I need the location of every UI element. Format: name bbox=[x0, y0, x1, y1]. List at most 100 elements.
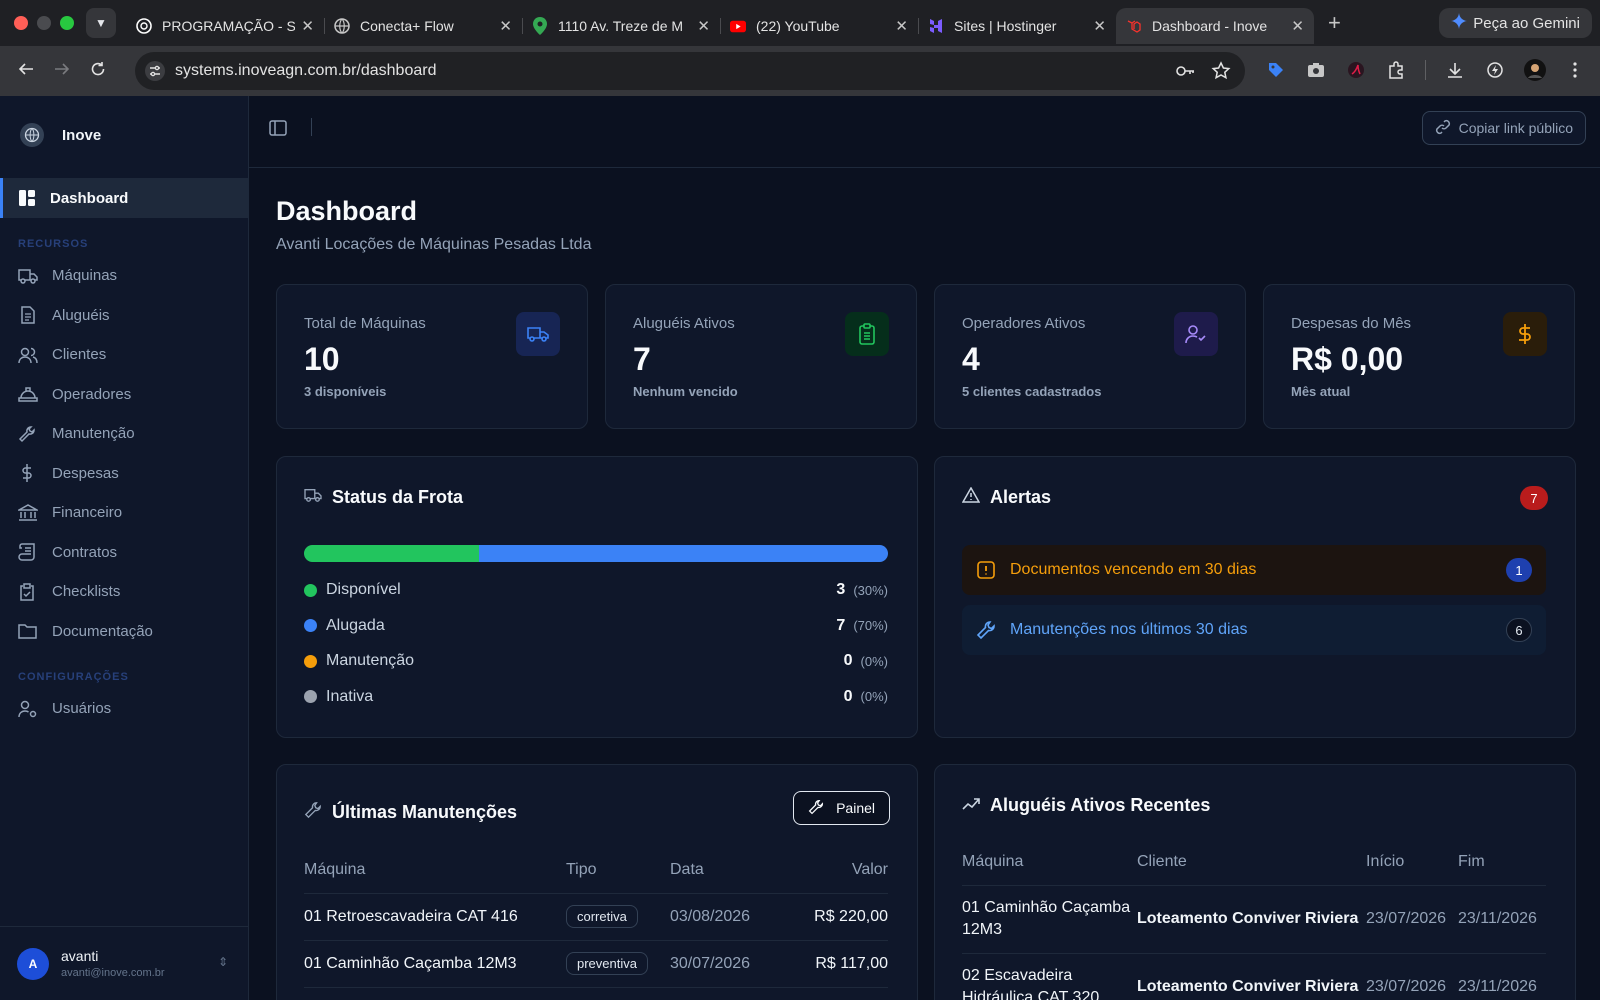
adobe-extension-icon[interactable] bbox=[1345, 59, 1367, 81]
sidebar-item-usuarios[interactable]: Usuários bbox=[0, 689, 248, 729]
tag-extension-icon[interactable] bbox=[1265, 59, 1287, 81]
camera-extension-icon[interactable] bbox=[1305, 59, 1327, 81]
alert-count-badge: 6 bbox=[1506, 618, 1532, 642]
close-tab-icon[interactable]: ✕ bbox=[1093, 18, 1106, 35]
status-dot-icon bbox=[304, 690, 317, 703]
close-window-button[interactable] bbox=[14, 16, 28, 30]
alerts-title: Alertas bbox=[990, 487, 1052, 507]
page-subtitle: Avanti Locações de Máquinas Pesadas Ltda bbox=[276, 236, 592, 253]
chevron-down-icon: ▼ bbox=[95, 16, 107, 30]
sidebar-item-despesas[interactable]: Despesas bbox=[0, 454, 248, 494]
fleet-legend-row: Inativa 0 (0%) bbox=[304, 685, 888, 709]
stat-card-rentals: Aluguéis Ativos 7 Nenhum vencido bbox=[605, 284, 917, 429]
chatgpt-icon bbox=[136, 18, 152, 34]
laravel-icon bbox=[1126, 18, 1142, 34]
sidebar-item-financeiro[interactable]: Financeiro bbox=[0, 493, 248, 533]
hostinger-icon bbox=[928, 18, 944, 34]
sidebar-item-contratos[interactable]: Contratos bbox=[0, 533, 248, 573]
alert-recent-maintenance[interactable]: Manutenções nos últimos 30 dias 6 bbox=[962, 605, 1546, 655]
maximize-window-button[interactable] bbox=[60, 16, 74, 30]
window-controls bbox=[14, 16, 74, 30]
key-icon[interactable] bbox=[1175, 61, 1195, 86]
status-dot-icon bbox=[304, 583, 317, 597]
tab-search-button[interactable]: ▼ bbox=[86, 8, 116, 38]
sidebar-item-label: Dashboard bbox=[50, 189, 129, 207]
globe-logo-icon bbox=[20, 123, 44, 147]
sidebar: Inove Dashboard RECURSOS Máquinas Alugué… bbox=[0, 96, 249, 1000]
profile-avatar-icon[interactable] bbox=[1524, 59, 1546, 81]
fleet-legend-row: Manutenção 0 (0%) bbox=[304, 649, 888, 673]
status-dot-icon bbox=[304, 619, 317, 632]
recent-rentals-title: Aluguéis Ativos Recentes bbox=[990, 795, 1211, 815]
sidebar-toggle-icon[interactable] bbox=[269, 120, 287, 141]
close-tab-icon[interactable]: ✕ bbox=[895, 18, 908, 35]
stat-card-operators: Operadores Ativos 4 5 clientes cadastrad… bbox=[934, 284, 1246, 429]
latest-maintenance-card: Últimas Manutenções Painel Máquina Tipo … bbox=[276, 764, 918, 1000]
sidebar-item-operadores[interactable]: Operadores bbox=[0, 375, 248, 415]
dashboard-icon bbox=[19, 190, 35, 206]
truck-icon bbox=[18, 269, 38, 284]
browser-tab-active[interactable]: Dashboard - Inove ✕ bbox=[1116, 8, 1314, 44]
fleet-status-title: Status da Frota bbox=[332, 487, 464, 507]
site-settings-icon[interactable] bbox=[145, 61, 165, 86]
extensions-puzzle-icon[interactable] bbox=[1385, 59, 1407, 81]
copy-public-link-button[interactable]: Copiar link público bbox=[1421, 111, 1586, 145]
scroll-icon bbox=[18, 543, 35, 561]
sidebar-item-checklists[interactable]: Checklists bbox=[0, 572, 248, 612]
sidebar-item-documentacao[interactable]: Documentação bbox=[0, 612, 248, 652]
sidebar-item-alugueis[interactable]: Aluguéis bbox=[0, 296, 248, 336]
wrench-icon bbox=[304, 801, 322, 824]
bank-icon bbox=[18, 503, 38, 521]
user-name: avanti bbox=[61, 948, 99, 964]
table-row[interactable]: 01 Caminhão Caçamba 12M3 preventiva 30/0… bbox=[304, 940, 888, 988]
nav-section-resources: RECURSOS bbox=[18, 238, 89, 250]
maps-pin-icon bbox=[532, 17, 548, 35]
sidebar-item-manutencao[interactable]: Manutenção bbox=[0, 414, 248, 454]
browser-tab[interactable]: (22) YouTube ✕ bbox=[720, 8, 918, 44]
hardhat-icon bbox=[18, 387, 38, 402]
rentals-table: Máquina Cliente Início Fim 01 Caminhão C… bbox=[962, 839, 1546, 1000]
sidebar-item-clientes[interactable]: Clientes bbox=[0, 335, 248, 375]
sidebar-item-dashboard[interactable]: Dashboard bbox=[0, 178, 248, 218]
browser-tab[interactable]: 1110 Av. Treze de M ✕ bbox=[522, 8, 720, 44]
maintenance-panel-button[interactable]: Painel bbox=[793, 791, 890, 825]
new-tab-button[interactable]: + bbox=[1328, 10, 1341, 35]
dollar-icon bbox=[22, 464, 32, 483]
minimize-window-button[interactable] bbox=[37, 16, 51, 30]
maintenance-table: Máquina Tipo Data Valor 01 Retroescavade… bbox=[304, 847, 888, 988]
close-tab-icon[interactable]: ✕ bbox=[697, 18, 710, 35]
browser-tab[interactable]: Sites | Hostinger ✕ bbox=[918, 8, 1116, 44]
recent-rentals-card: Aluguéis Ativos Recentes Máquina Cliente… bbox=[934, 764, 1576, 1000]
browser-tab[interactable]: Conecta+ Flow ✕ bbox=[324, 8, 522, 44]
globe-icon bbox=[334, 18, 350, 34]
sidebar-item-maquinas[interactable]: Máquinas bbox=[0, 256, 248, 296]
browser-tab[interactable]: PROGRAMAÇÃO - S ✕ bbox=[126, 8, 324, 44]
table-row[interactable]: 02 Escavadeira Hidráulica CAT 320 Loteam… bbox=[962, 953, 1546, 1000]
url-text: systems.inoveagn.com.br/dashboard bbox=[175, 62, 437, 79]
close-tab-icon[interactable]: ✕ bbox=[301, 18, 314, 35]
user-menu[interactable]: A avanti avanti@inove.com.br ⇕ bbox=[0, 926, 248, 1000]
alert-documents-expiring[interactable]: Documentos vencendo em 30 dias 1 bbox=[962, 545, 1546, 595]
reload-button[interactable] bbox=[80, 61, 116, 82]
forward-button[interactable] bbox=[44, 61, 80, 82]
back-button[interactable] bbox=[8, 61, 44, 82]
browser-menu-icon[interactable] bbox=[1564, 59, 1586, 81]
youtube-icon bbox=[730, 18, 746, 34]
address-bar[interactable]: systems.inoveagn.com.br/dashboard bbox=[135, 52, 1245, 90]
download-icon[interactable] bbox=[1444, 59, 1466, 81]
stat-card-machines: Total de Máquinas 10 3 disponíveis bbox=[276, 284, 588, 429]
alerts-card: Alertas 7 Documentos vencendo em 30 dias… bbox=[934, 456, 1576, 738]
close-tab-icon[interactable]: ✕ bbox=[499, 18, 512, 35]
stat-card-expenses: Despesas do Mês R$ 0,00 Mês atual bbox=[1263, 284, 1575, 429]
table-row[interactable]: 01 Retroescavadeira CAT 416 corretiva 03… bbox=[304, 893, 888, 941]
table-header-row: Máquina Cliente Início Fim bbox=[962, 839, 1546, 886]
bookmark-star-icon[interactable] bbox=[1211, 61, 1231, 86]
wrench-icon bbox=[808, 799, 824, 818]
gemini-button[interactable]: Peça ao Gemini bbox=[1439, 8, 1592, 38]
table-row[interactable]: 01 Caminhão Caçamba 12M3 Loteamento Conv… bbox=[962, 885, 1546, 954]
brand[interactable]: Inove bbox=[0, 96, 248, 174]
performance-icon[interactable] bbox=[1484, 59, 1506, 81]
user-email: avanti@inove.com.br bbox=[61, 967, 165, 979]
close-tab-icon[interactable]: ✕ bbox=[1291, 18, 1304, 35]
main-content: Copiar link público Dashboard Avanti Loc… bbox=[249, 96, 1600, 1000]
